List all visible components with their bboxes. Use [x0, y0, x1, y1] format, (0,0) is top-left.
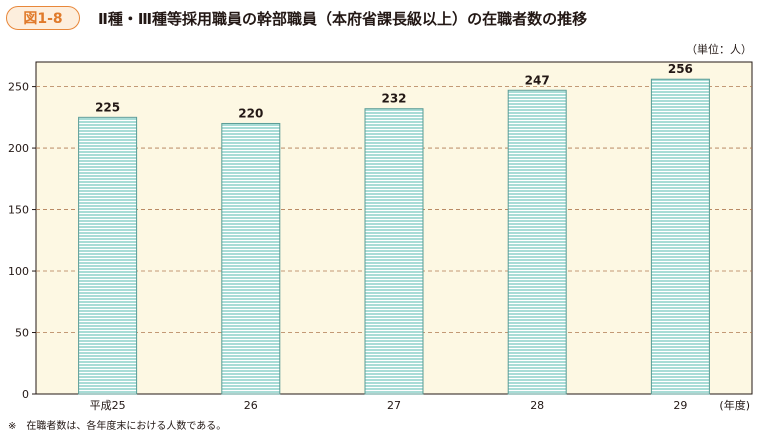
y-tick-label: 0: [22, 388, 29, 401]
x-tick-label: 29: [673, 399, 687, 412]
x-tick-label: 27: [387, 399, 401, 412]
y-tick-label: 50: [15, 327, 29, 340]
x-tick-label: 26: [244, 399, 258, 412]
y-axis: 0 50 100 150 200 250: [8, 81, 36, 401]
x-axis: 平成25 26 27 28 29 (年度): [90, 398, 750, 412]
bar: [364, 108, 424, 395]
y-tick-label: 250: [8, 81, 29, 94]
bar: [650, 78, 710, 395]
y-tick-label: 150: [8, 204, 29, 217]
footnote: ※ 在職者数は、各年度末における人数である。: [8, 421, 227, 432]
data-label: 247: [525, 73, 550, 87]
data-label: 256: [668, 62, 693, 76]
data-label: 225: [95, 100, 120, 114]
chart-title: Ⅱ種・Ⅲ種等採用職員の幹部職員（本府省課長級以上）の在職者数の推移: [98, 10, 588, 28]
unit-label: （単位：人）: [686, 43, 752, 56]
bar: [221, 122, 281, 395]
y-tick-label: 100: [8, 265, 29, 278]
figure-number-badge: 図1-8: [6, 6, 80, 30]
x-tick-label: 28: [530, 399, 544, 412]
bar: [78, 116, 138, 395]
data-label: 220: [238, 106, 263, 120]
x-tick-label: 平成25: [90, 399, 126, 412]
data-label: 232: [381, 92, 406, 106]
x-axis-unit: (年度): [719, 398, 750, 412]
bar: [507, 89, 567, 395]
bars: 225 220 232 247 256: [78, 62, 710, 395]
y-tick-label: 200: [8, 142, 29, 155]
